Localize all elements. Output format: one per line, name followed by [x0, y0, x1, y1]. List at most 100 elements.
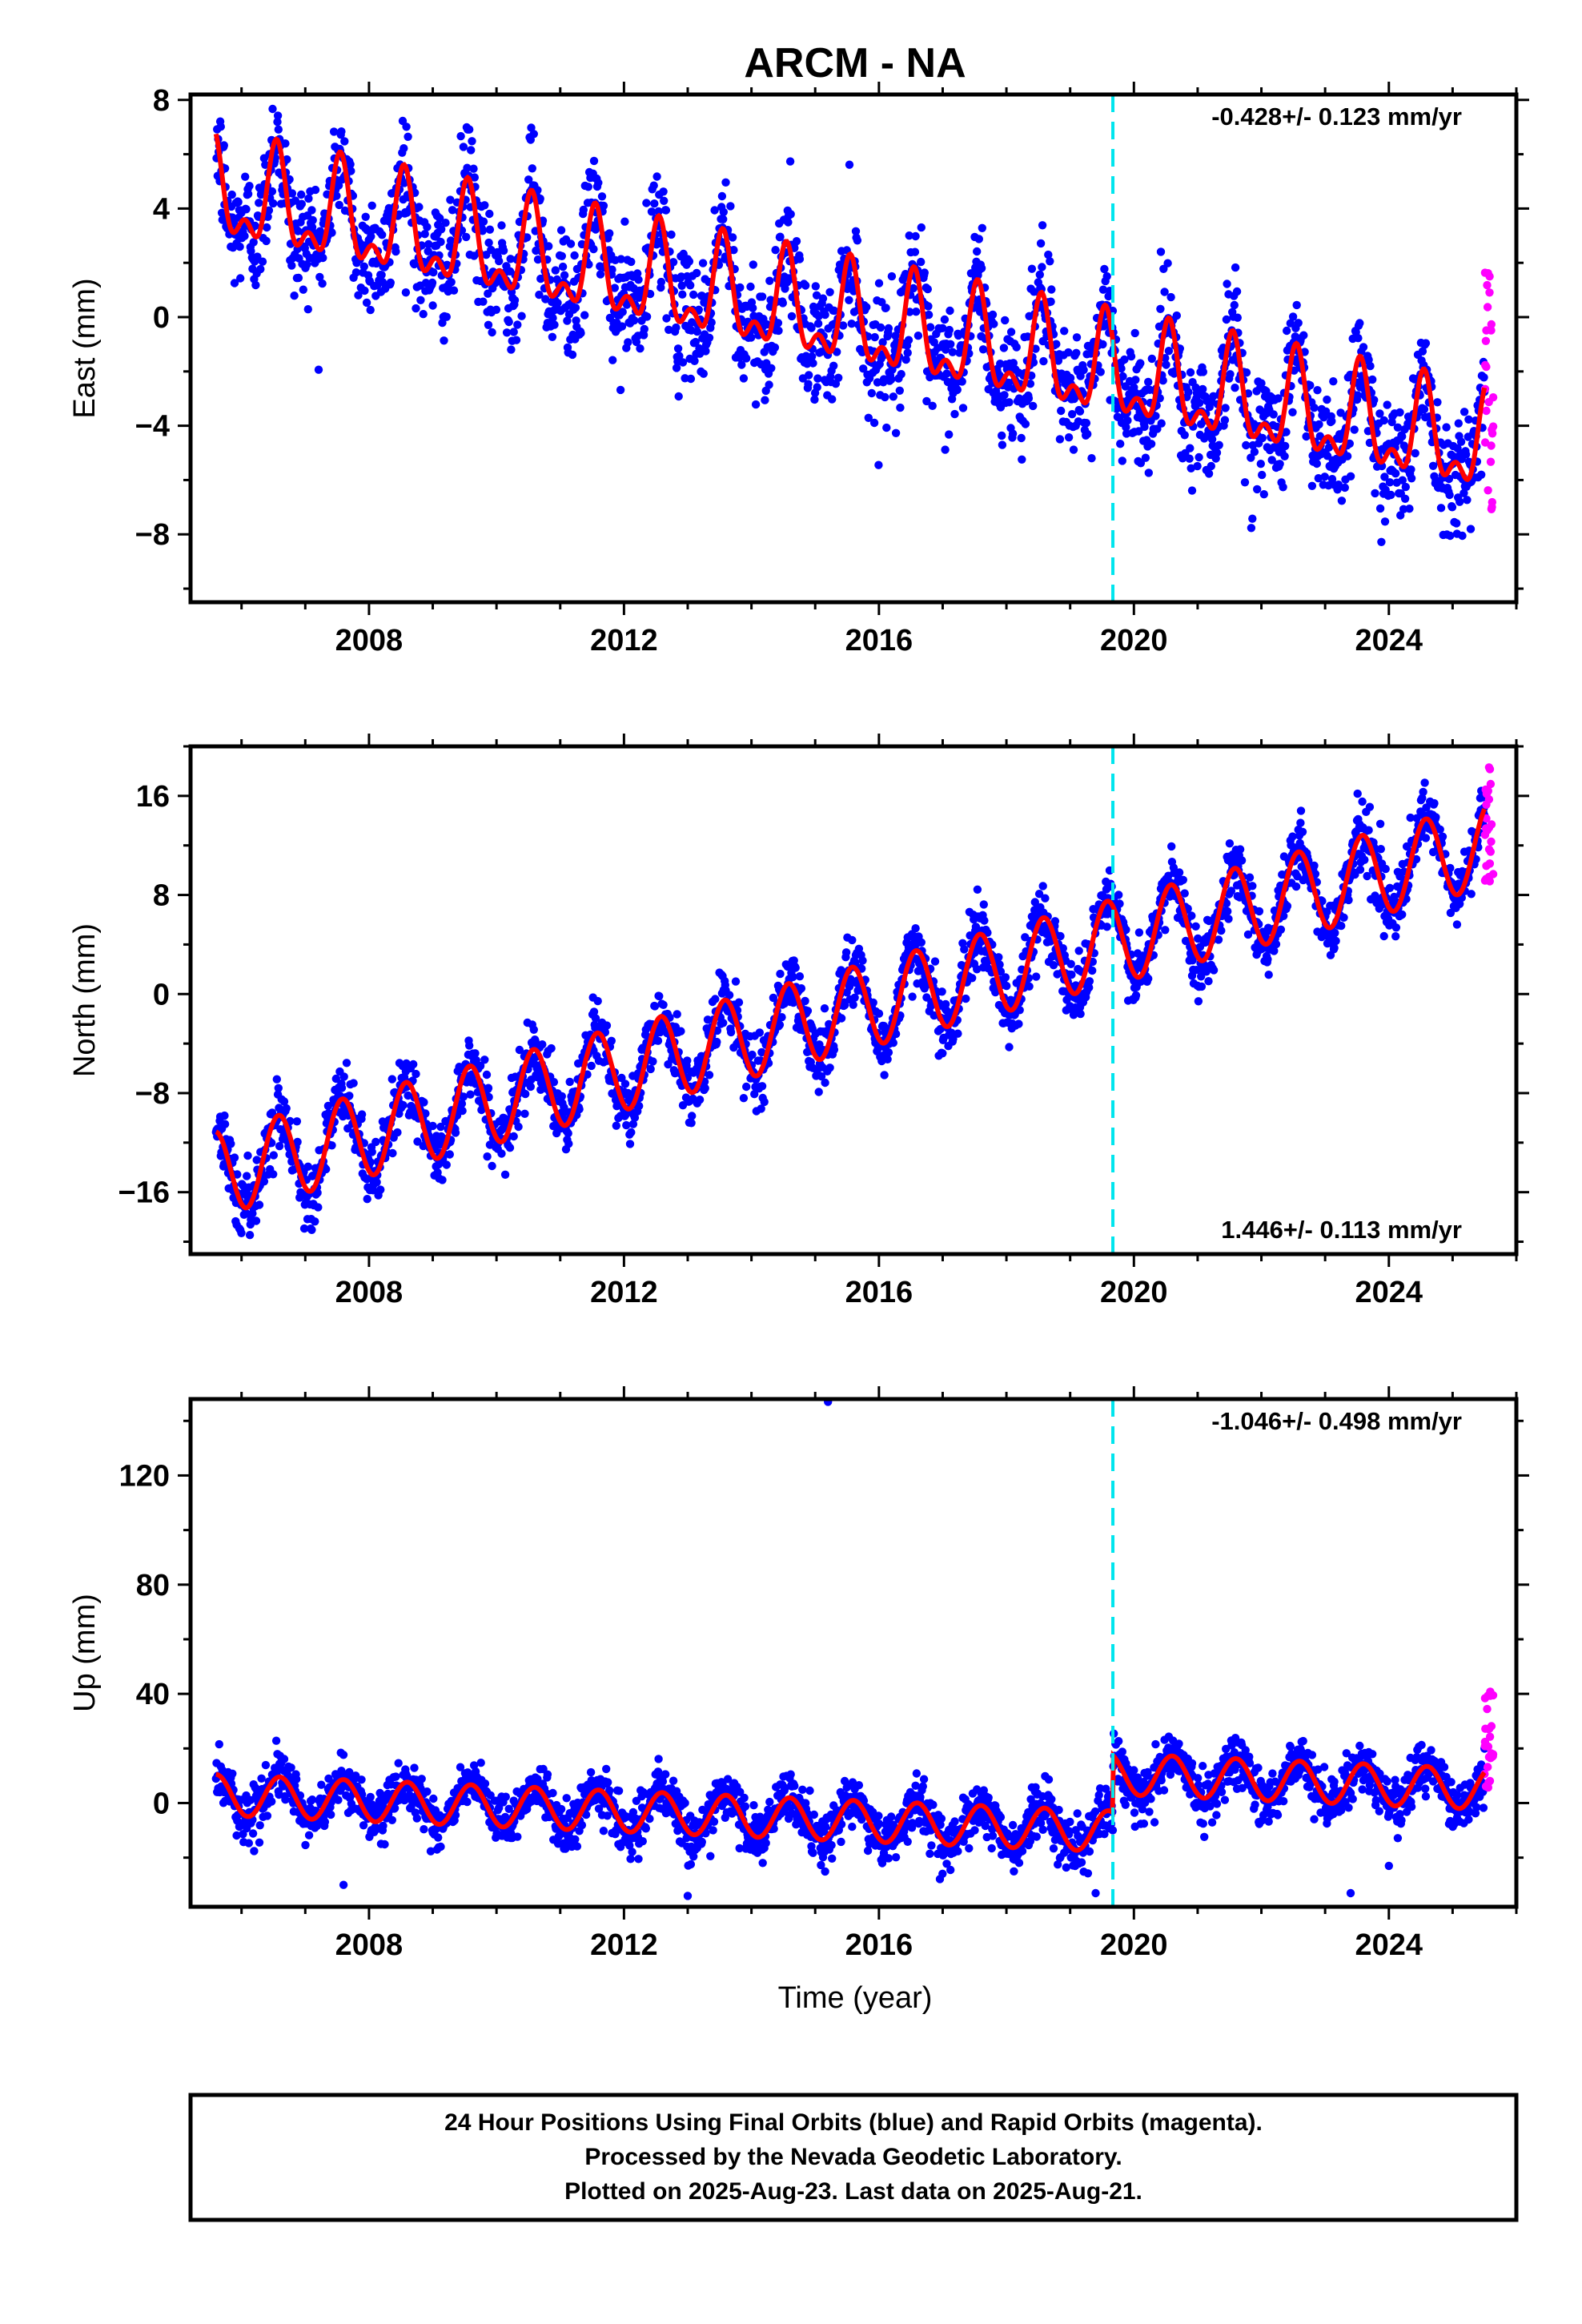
- final-point: [1456, 899, 1464, 909]
- x-tick-label: 2008: [335, 1276, 404, 1309]
- final-point: [245, 182, 254, 191]
- final-point: [441, 219, 450, 227]
- final-point: [361, 212, 370, 221]
- final-point: [786, 210, 795, 219]
- final-point: [1049, 961, 1058, 970]
- final-point: [1444, 474, 1454, 484]
- final-point: [1393, 423, 1403, 432]
- final-point: [513, 320, 522, 329]
- final-point: [1250, 448, 1259, 456]
- model-curve: [215, 808, 1487, 1211]
- final-point: [1259, 490, 1269, 499]
- final-point: [757, 1082, 767, 1091]
- final-point: [1337, 497, 1347, 505]
- final-point: [237, 1228, 246, 1238]
- final-point: [642, 199, 651, 207]
- rapid-point: [1481, 336, 1491, 345]
- final-point: [1235, 845, 1245, 854]
- final-point: [1253, 485, 1262, 494]
- final-point: [1247, 524, 1256, 533]
- final-point: [378, 278, 387, 287]
- final-point: [928, 401, 937, 410]
- final-point: [765, 276, 774, 285]
- final-point: [1255, 907, 1264, 916]
- final-point: [1187, 486, 1197, 495]
- final-point: [1351, 870, 1359, 879]
- final-point: [1263, 955, 1272, 964]
- final-point: [917, 938, 926, 947]
- final-point: [659, 1000, 668, 1010]
- final-point: [1162, 360, 1170, 369]
- final-point: [653, 1036, 663, 1045]
- final-point: [1343, 452, 1352, 460]
- final-point: [1178, 875, 1188, 885]
- final-point: [747, 333, 756, 342]
- final-point: [445, 1150, 454, 1159]
- final-point: [884, 1048, 893, 1057]
- final-point: [737, 360, 746, 369]
- final-point: [331, 1074, 340, 1084]
- final-point: [1126, 352, 1136, 361]
- final-point: [478, 227, 487, 235]
- final-point: [789, 956, 798, 965]
- final-point: [557, 251, 566, 260]
- final-point: [1122, 925, 1130, 935]
- final-point: [1207, 461, 1216, 471]
- final-point: [457, 1100, 467, 1108]
- final-point: [1456, 497, 1464, 506]
- final-point: [436, 237, 445, 247]
- final-point: [639, 331, 648, 340]
- final-point: [1331, 936, 1340, 946]
- final-point: [677, 281, 686, 290]
- final-point: [930, 957, 940, 966]
- final-point: [825, 1063, 834, 1072]
- final-point: [694, 305, 703, 314]
- final-point: [1313, 386, 1322, 395]
- final-point: [1320, 472, 1329, 481]
- final-point: [625, 1140, 635, 1148]
- final-point: [497, 1149, 506, 1158]
- final-point: [269, 1151, 278, 1160]
- final-point: [1460, 489, 1468, 497]
- final-point: [713, 1037, 721, 1047]
- final-point: [1082, 419, 1091, 428]
- final-point: [252, 1156, 261, 1164]
- final-point: [1184, 388, 1193, 396]
- final-point: [1085, 983, 1094, 992]
- final-point: [874, 460, 883, 469]
- final-point: [465, 125, 474, 134]
- final-point: [1331, 928, 1339, 938]
- final-point: [220, 1120, 230, 1128]
- final-point: [1274, 394, 1283, 403]
- final-point: [1256, 460, 1266, 468]
- final-point: [811, 282, 820, 291]
- final-point: [242, 1208, 251, 1218]
- final-point: [1209, 966, 1219, 975]
- y-axis-title: East (mm): [68, 278, 102, 418]
- final-point: [564, 1129, 572, 1138]
- final-point: [354, 291, 363, 300]
- final-point: [659, 187, 668, 196]
- final-point: [1067, 970, 1076, 979]
- final-point: [357, 1110, 367, 1119]
- final-point: [1419, 404, 1429, 414]
- final-point: [1174, 868, 1184, 877]
- final-point: [548, 313, 557, 323]
- final-point: [420, 230, 429, 239]
- final-point: [1291, 882, 1301, 891]
- final-point: [634, 275, 643, 284]
- final-point: [660, 196, 669, 205]
- final-point: [646, 1064, 655, 1074]
- final-point: [1398, 432, 1407, 441]
- final-point: [1421, 339, 1431, 348]
- rapid-point: [1484, 269, 1492, 278]
- final-point: [1258, 433, 1267, 443]
- final-point: [1146, 440, 1156, 448]
- final-point: [484, 238, 493, 247]
- final-point: [367, 201, 376, 210]
- final-point: [1329, 377, 1338, 386]
- final-point: [973, 247, 982, 256]
- final-point: [1407, 474, 1416, 483]
